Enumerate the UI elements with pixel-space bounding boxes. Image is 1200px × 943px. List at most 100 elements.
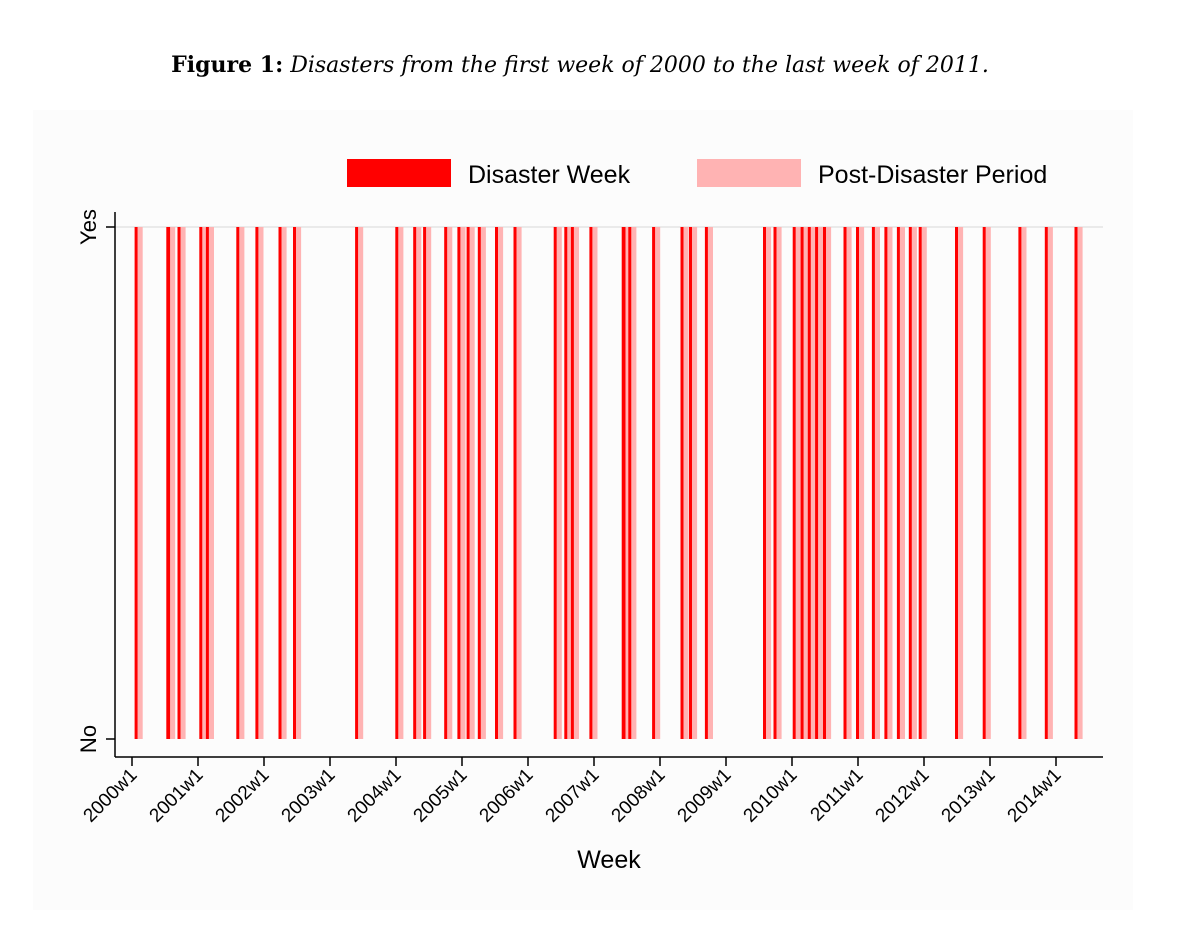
post-disaster-band (498, 227, 504, 739)
disaster-week-bar (293, 227, 296, 739)
post-disaster-band (887, 227, 893, 739)
disaster-week-bar (823, 227, 826, 739)
disaster-week-bar (896, 227, 900, 739)
disaster-week-bar (1044, 227, 1048, 739)
disaster-week-bar (423, 227, 427, 739)
disaster-week-bar (255, 227, 259, 739)
disaster-week-bar (856, 227, 859, 739)
post-disaster-band (1047, 227, 1053, 739)
post-disaster-band (911, 227, 917, 739)
legend-label-disaster-week: Disaster Week (468, 161, 631, 189)
post-disaster-band (516, 227, 522, 739)
post-disaster-band (258, 227, 264, 739)
post-disaster-band (625, 227, 631, 739)
x-tick-label: 2014w1 (1004, 765, 1066, 827)
y-tick-label-no: No (76, 725, 101, 753)
axes: Yes No (76, 209, 1103, 758)
post-disaster-band (795, 227, 801, 739)
disaster-week-bar (199, 227, 203, 739)
disaster-week-bar (689, 227, 692, 739)
disaster-week-bar (477, 227, 481, 739)
post-disaster-band (826, 227, 832, 739)
disaster-week-bar (792, 227, 796, 739)
x-tick-label: 2008w1 (608, 765, 670, 827)
post-disaster-band (426, 227, 432, 739)
disaster-week-bar (355, 227, 359, 739)
figure-caption: Figure 1: Disasters from the first week … (0, 52, 1160, 78)
post-disaster-band (398, 227, 404, 739)
disaster-week-bar (553, 227, 557, 739)
disaster-week-bar (1074, 227, 1078, 739)
post-disaster-band (469, 227, 475, 739)
x-tick-label: 2004w1 (344, 765, 406, 827)
post-disaster-band (985, 227, 991, 739)
disaster-week-bar (871, 227, 875, 739)
disaster-week-bar (807, 227, 811, 739)
post-disaster-band (281, 227, 287, 739)
x-tick-label: 2012w1 (872, 765, 934, 827)
post-disaster-band (899, 227, 905, 739)
x-tick-label: 2002w1 (212, 765, 274, 827)
post-disaster-band (556, 227, 562, 739)
x-tick-label: 2003w1 (278, 765, 340, 827)
figure-caption-text: Disasters from the first week of 2000 to… (290, 53, 989, 78)
post-disaster-band (766, 227, 772, 739)
disaster-week-bar (628, 227, 632, 739)
legend-swatch-disaster-week (347, 159, 451, 187)
disaster-week-bar (815, 227, 819, 739)
figure-label: Figure 1: (171, 52, 284, 78)
disaster-week-bar (134, 227, 138, 739)
x-tick-label: 2001w1 (146, 765, 208, 827)
disaster-week-bar (652, 227, 656, 739)
disaster-week-bar (395, 227, 399, 739)
disaster-week-bar (513, 227, 517, 739)
post-disaster-band (480, 227, 486, 739)
disaster-week-bar (205, 227, 209, 739)
post-disaster-band (137, 227, 143, 739)
x-tick-label: 2005w1 (410, 765, 472, 827)
post-disaster-band (208, 227, 214, 739)
post-disaster-band (358, 227, 364, 739)
legend-label-post-disaster-period: Post-Disaster Period (818, 161, 1047, 189)
disaster-week-bar (166, 227, 171, 739)
post-disaster-band (460, 227, 466, 739)
disaster-week-bar (236, 227, 240, 739)
post-disaster-band (239, 227, 245, 739)
post-disaster-band (818, 227, 824, 739)
disaster-week-bar (918, 227, 922, 739)
post-disaster-band (296, 227, 302, 739)
disaster-week-bar (457, 227, 461, 739)
post-disaster-band (776, 227, 782, 739)
disaster-week-bar (884, 227, 888, 739)
disaster-week-bar (773, 227, 777, 739)
disaster-week-bar (1018, 227, 1022, 739)
legend: Disaster Week Post-Disaster Period (347, 159, 1047, 189)
post-disaster-band (592, 227, 598, 739)
x-tick-label: 2009w1 (674, 765, 736, 827)
disaster-week-bar (564, 227, 568, 739)
post-disaster-band (631, 227, 637, 739)
post-disaster-band (874, 227, 880, 739)
post-disaster-band (447, 227, 453, 739)
post-disaster-band (567, 227, 573, 739)
disaster-week-bar (278, 227, 282, 739)
y-tick-label-yes: Yes (76, 209, 101, 245)
x-tick-label: 2006w1 (476, 765, 538, 827)
disaster-week-bar (680, 227, 684, 739)
bars-layer (134, 227, 1083, 739)
disaster-week-bar (495, 227, 498, 739)
post-disaster-band (810, 227, 816, 739)
disaster-week-bar (589, 227, 593, 739)
disaster-week-bar (704, 227, 708, 739)
x-tick-label: 2013w1 (938, 765, 1000, 827)
x-ticks: 2000w1 2001w1 2002w1 2003w1 2004w1 2005w1 2006… (80, 757, 1066, 827)
disaster-week-bar (570, 227, 574, 739)
post-disaster-band (655, 227, 661, 739)
post-disaster-band (683, 227, 689, 739)
x-tick-label: 2007w1 (542, 765, 604, 827)
post-disaster-band (692, 227, 698, 739)
post-disaster-band (170, 227, 176, 739)
post-disaster-band (803, 227, 809, 739)
post-disaster-band (1021, 227, 1027, 739)
disaster-week-bar (763, 227, 766, 739)
